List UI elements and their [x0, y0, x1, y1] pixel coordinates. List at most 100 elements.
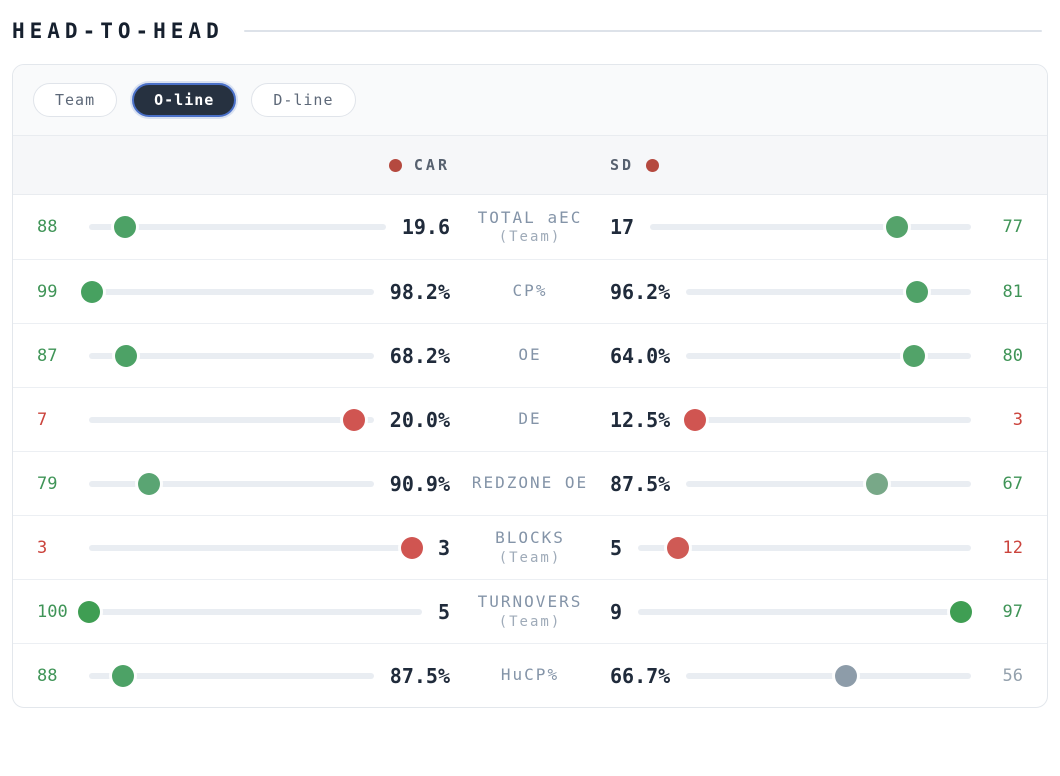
stat-value: 19.6 — [401, 215, 450, 239]
stat-side-left: 99 98.2% — [37, 280, 450, 304]
tab-d-line[interactable]: D-line — [251, 83, 356, 117]
stat-sublabel: (Team) — [498, 229, 562, 246]
percentile-track — [89, 664, 374, 687]
percentile-dot — [834, 664, 857, 687]
percentile-dot — [112, 664, 135, 687]
percentile-dot — [78, 600, 100, 623]
percentile-dot — [113, 216, 136, 238]
percentile-track — [89, 216, 386, 238]
stat-label-block: BLOCKS (Team) — [450, 528, 610, 567]
percentile-track — [686, 472, 971, 495]
percentile-number: 80 — [1002, 345, 1023, 366]
stat-label-block: TURNOVERS (Team) — [450, 592, 610, 631]
stat-label: CP% — [512, 281, 548, 301]
team-right-label: SD — [610, 156, 635, 174]
stat-row: 87 68.2% OE 64.0% 80 — [13, 323, 1047, 387]
stat-value: 68.2% — [389, 343, 450, 368]
percentile-number: 81 — [1002, 281, 1023, 302]
stat-value: 5 — [437, 599, 450, 624]
percentile-dot — [115, 344, 138, 367]
page-header: HEAD-TO-HEAD — [12, 10, 1048, 52]
percentile-track — [686, 280, 971, 303]
percentile-number: 97 — [1002, 601, 1023, 622]
stat-rows: 88 19.6 TOTAL aEC (Team) 17 77 99 98.2% CP% 96.2%… — [13, 195, 1047, 707]
stat-side-right: 64.0% 80 — [610, 344, 1023, 368]
teams-header: CAR SD — [13, 136, 1047, 195]
stat-label-block: TOTAL aEC (Team) — [450, 208, 610, 247]
tab-team[interactable]: Team — [33, 83, 118, 117]
percentile-dot — [866, 472, 889, 495]
stat-label: REDZONE OE — [471, 473, 589, 493]
stat-value: 87.5% — [389, 663, 450, 688]
head-to-head-card: Team O-line D-line CAR SD 88 19.6 TOTAL aEC (… — [12, 64, 1048, 708]
stat-side-right: 9 97 — [610, 600, 1023, 624]
stat-value: 98.2% — [389, 279, 450, 304]
percentile-track — [78, 600, 422, 623]
stat-side-left: 88 19.6 — [37, 215, 450, 239]
stat-sublabel: (Team) — [498, 549, 562, 566]
percentile-dot — [886, 216, 909, 238]
stat-side-left: 88 87.5% — [37, 664, 450, 688]
stat-label-block: CP% — [450, 281, 610, 302]
percentile-dot — [342, 408, 365, 431]
percentile-dot — [400, 536, 423, 559]
percentile-dot — [950, 600, 972, 623]
stat-label-block: REDZONE OE — [450, 473, 610, 494]
percentile-number: 56 — [1002, 665, 1023, 686]
percentile-track — [89, 536, 423, 559]
stat-label: DE — [518, 409, 542, 429]
percentile-number: 79 — [37, 473, 58, 494]
stat-row: 100 5 TURNOVERS (Team) 9 97 — [13, 579, 1047, 643]
percentile-number: 67 — [1002, 473, 1023, 494]
stat-row: 3 3 BLOCKS (Team) 5 12 — [13, 515, 1047, 579]
percentile-track — [89, 408, 374, 431]
tab-o-line[interactable]: O-line — [132, 83, 237, 117]
stat-value: 64.0% — [610, 343, 671, 368]
stat-label-block: OE — [450, 345, 610, 366]
stat-row: 99 98.2% CP% 96.2% 81 — [13, 259, 1047, 323]
stat-value: 17 — [610, 215, 635, 239]
stat-value: 87.5% — [610, 471, 671, 496]
stat-row: 88 19.6 TOTAL aEC (Team) 17 77 — [13, 195, 1047, 259]
stat-sublabel: (Team) — [498, 613, 562, 630]
percentile-track — [638, 600, 972, 623]
stat-value: 3 — [437, 535, 450, 560]
stat-value: 66.7% — [610, 663, 671, 688]
stat-label: OE — [518, 345, 542, 365]
percentile-number: 99 — [37, 281, 58, 302]
percentile-dot — [667, 536, 689, 559]
stat-label: TURNOVERS — [477, 592, 583, 611]
percentile-dot — [905, 280, 928, 303]
team-left-dot-icon — [388, 158, 402, 172]
stat-side-right: 87.5% 67 — [610, 472, 1023, 496]
line-tabs: Team O-line D-line — [13, 65, 1047, 136]
stat-value: 5 — [610, 535, 623, 560]
percentile-dot — [80, 280, 103, 303]
stat-side-left: 79 90.9% — [37, 472, 450, 496]
stat-label: TOTAL aEC — [477, 207, 583, 227]
stat-value: 90.9% — [389, 471, 450, 496]
percentile-number: 77 — [1002, 217, 1023, 237]
page-title: HEAD-TO-HEAD — [12, 19, 224, 43]
percentile-number: 100 — [37, 601, 68, 622]
stat-row: 88 87.5% HuCP% 66.7% 56 — [13, 643, 1047, 707]
stat-side-left: 7 20.0% — [37, 408, 450, 432]
percentile-number: 7 — [37, 409, 48, 430]
stat-row: 7 20.0% DE 12.5% 3 — [13, 387, 1047, 451]
percentile-track — [686, 664, 971, 687]
percentile-track — [650, 216, 971, 238]
stat-side-right: 12.5% 3 — [610, 408, 1023, 432]
percentile-track — [683, 408, 971, 431]
percentile-track — [89, 472, 374, 495]
stat-side-right: 66.7% 56 — [610, 664, 1023, 688]
team-left-label: CAR — [413, 156, 450, 174]
title-rule — [243, 30, 1042, 32]
percentile-number: 87 — [37, 345, 58, 366]
team-right: SD — [610, 156, 1023, 174]
team-right-dot-icon — [646, 158, 660, 172]
stat-label: HuCP% — [500, 665, 560, 685]
stat-label: BLOCKS — [495, 528, 565, 547]
percentile-number: 12 — [1002, 537, 1023, 558]
stat-side-right: 96.2% 81 — [610, 280, 1023, 304]
